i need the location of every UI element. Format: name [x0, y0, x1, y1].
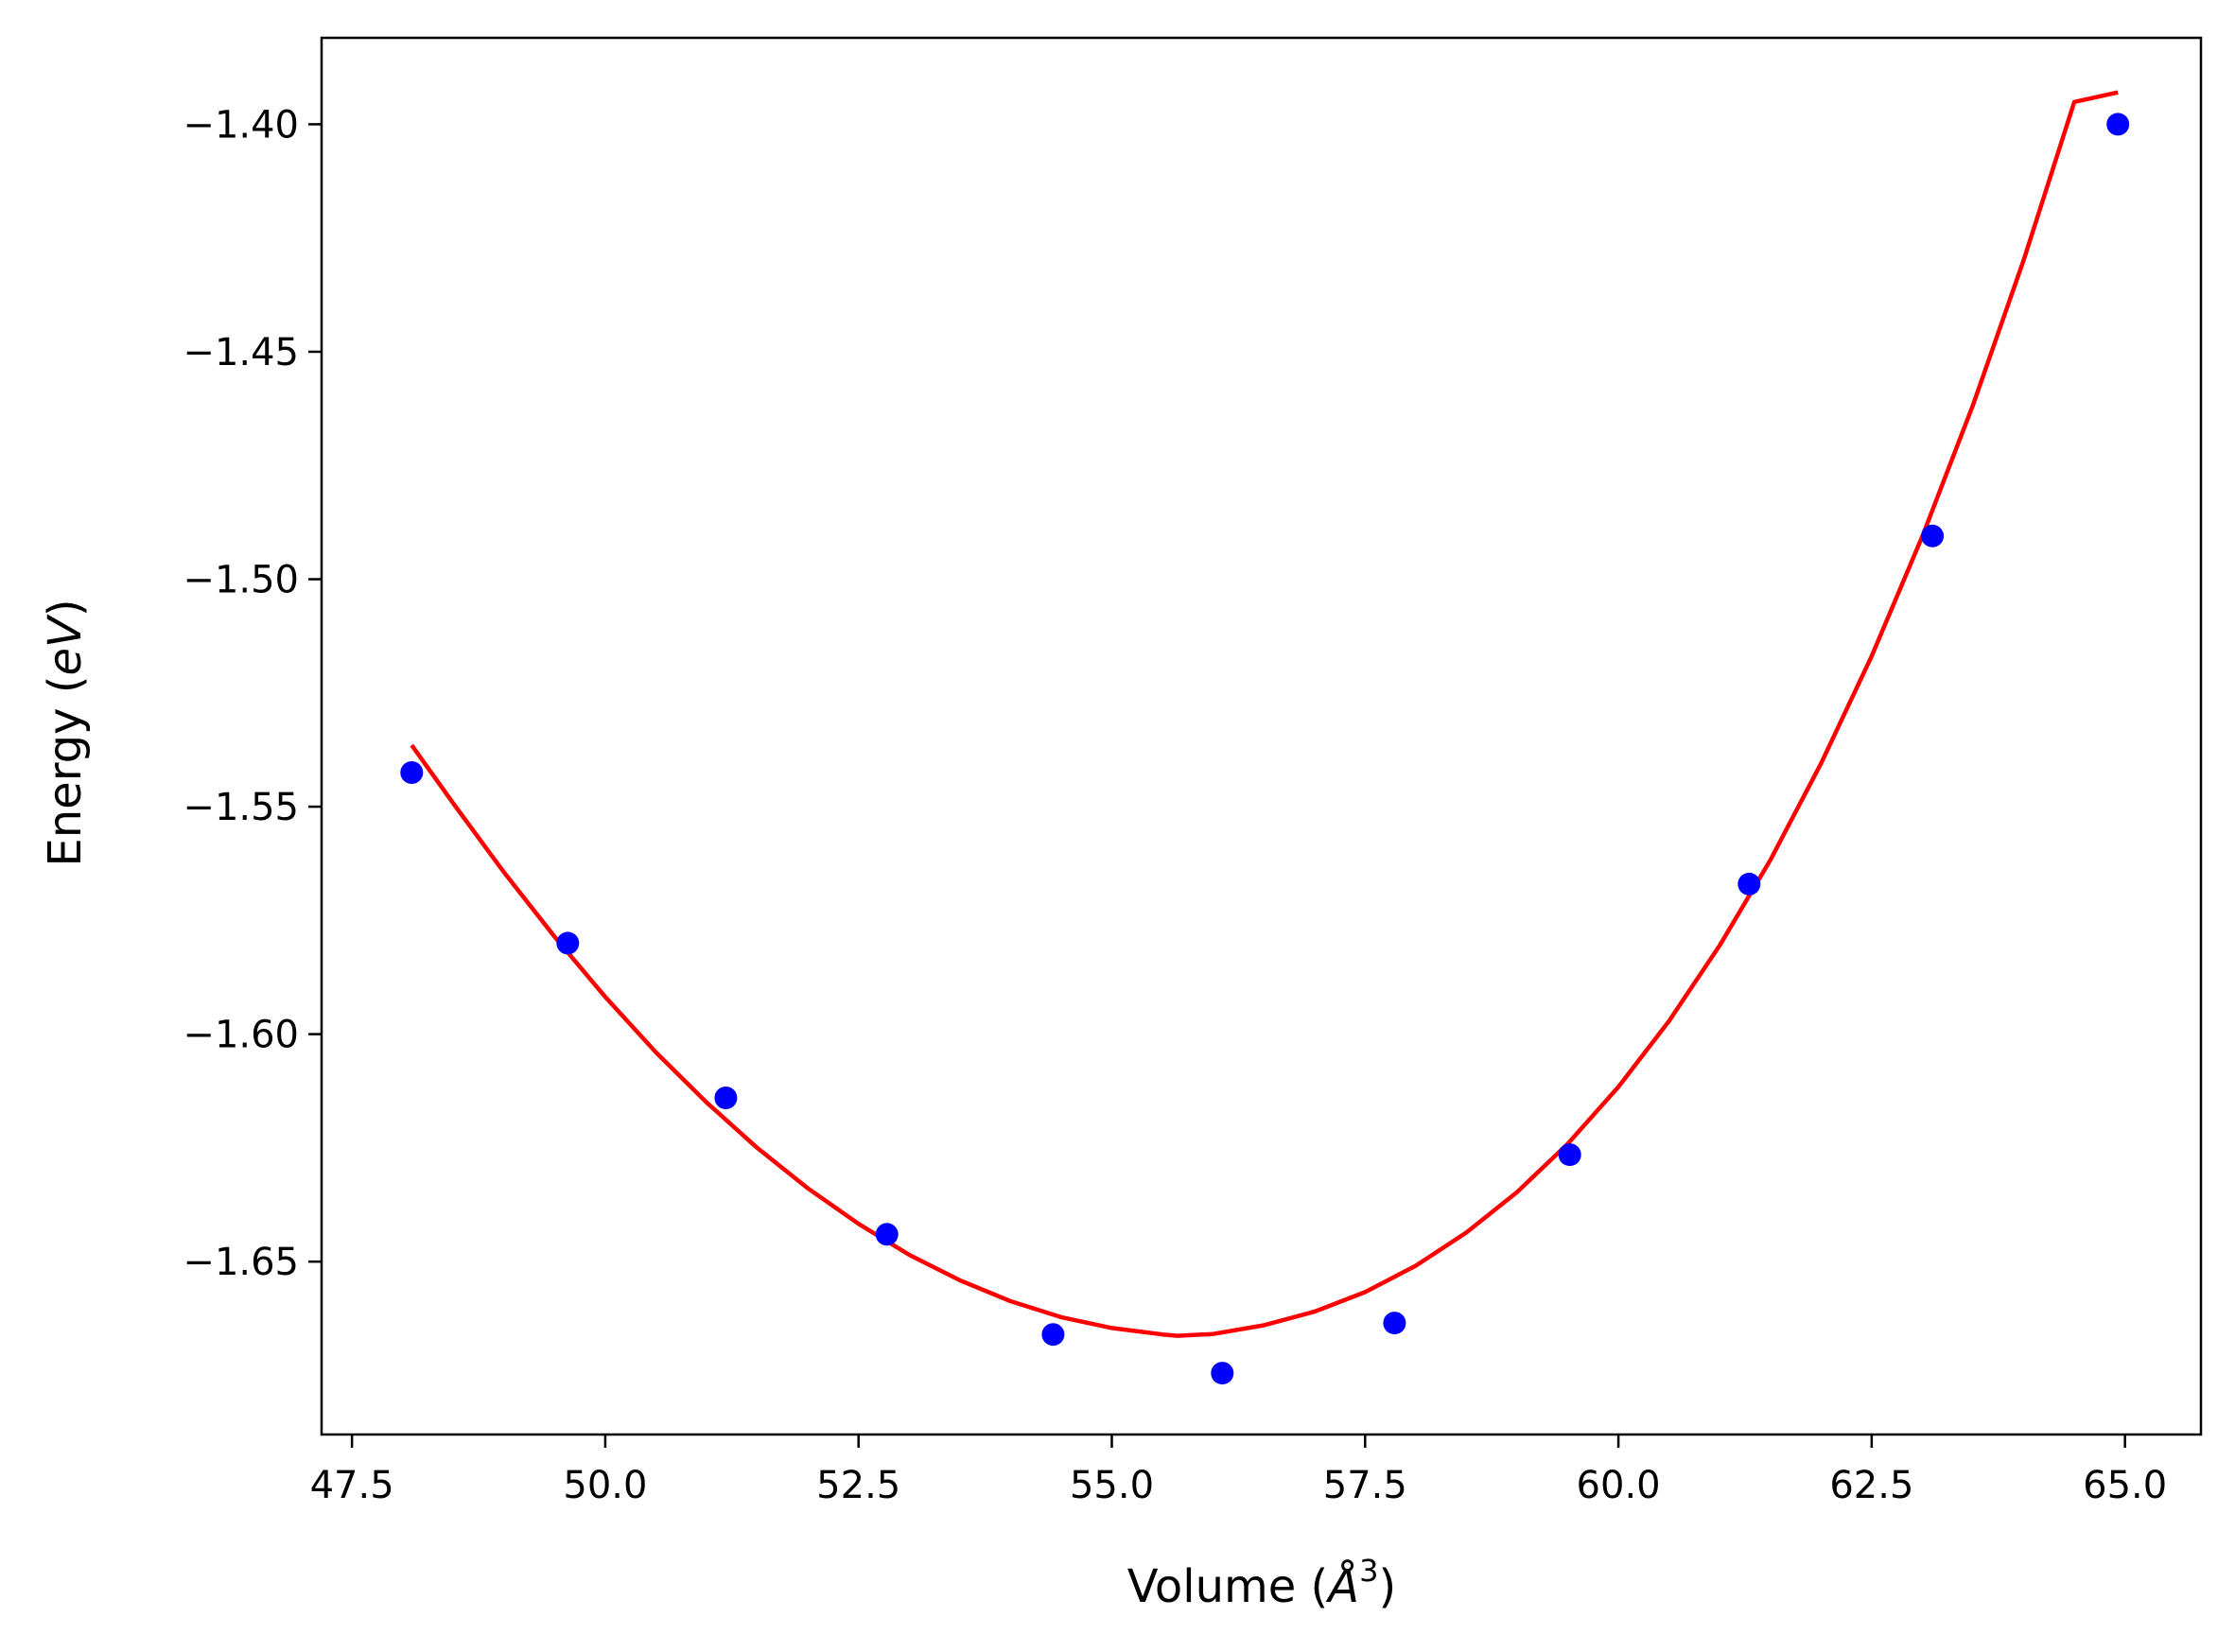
- axes: 47.5 50.0 52.5 55.0 57.5 60.0 62.5 65.0 −1.65 −1.…: [183, 36, 2203, 1507]
- x-tick-label: 52.5: [816, 1464, 900, 1507]
- y-tick-label: −1.55: [183, 786, 299, 829]
- data-point: [2106, 113, 2130, 136]
- axes-frame: [320, 36, 2203, 1436]
- y-tick-label: −1.45: [183, 331, 299, 374]
- x-tick-label: 57.5: [1323, 1464, 1407, 1507]
- x-tick-label: 60.0: [1577, 1464, 1661, 1507]
- data-point: [1211, 1362, 1234, 1385]
- x-tick-label: 65.0: [2083, 1464, 2167, 1507]
- y-tick-label: −1.65: [183, 1241, 299, 1284]
- data-point: [875, 1223, 899, 1246]
- data-point: [1921, 524, 1945, 548]
- x-tick-label: 50.0: [563, 1464, 647, 1507]
- data-point: [1383, 1312, 1406, 1335]
- data-point: [1737, 872, 1761, 896]
- fit-curve: [410, 90, 2119, 1338]
- data-point: [1041, 1323, 1065, 1347]
- y-tick-label: −1.60: [183, 1014, 299, 1057]
- data-point: [556, 931, 580, 955]
- x-axis-title: Volume (Å3): [1127, 1553, 1396, 1613]
- x-tick-label: 47.5: [310, 1464, 394, 1507]
- plot-area: [400, 90, 2130, 1385]
- y-tick-label: −1.50: [183, 559, 299, 602]
- data-point: [1558, 1143, 1581, 1167]
- data-point: [400, 761, 424, 784]
- y-axis-title: Energy (eV): [39, 599, 92, 866]
- x-tick-label: 55.0: [1070, 1464, 1154, 1507]
- axis-labels: Volume (Å3) Energy (eV): [39, 599, 1396, 1613]
- x-tick-label: 62.5: [1829, 1464, 1913, 1507]
- data-point: [714, 1087, 738, 1109]
- y-tick-label: −1.40: [183, 103, 299, 147]
